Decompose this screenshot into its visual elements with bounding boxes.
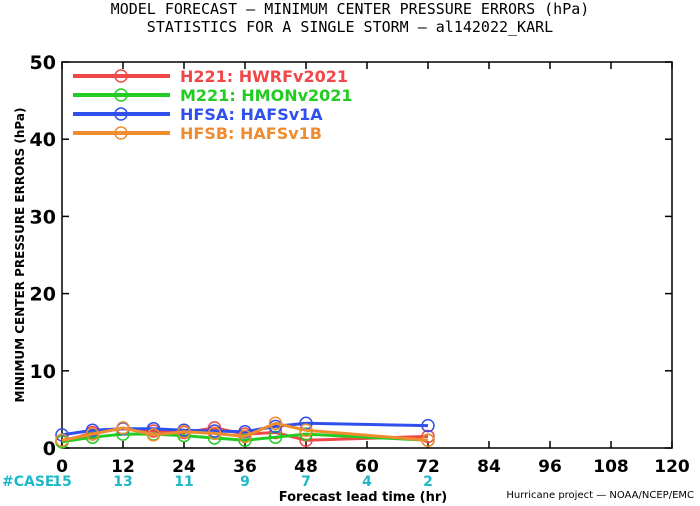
data-point-hfsa bbox=[85, 423, 100, 437]
legend-marker-m221 bbox=[114, 88, 128, 102]
x-tick-label: 96 bbox=[538, 457, 562, 477]
chart-title: MODEL FORECAST — MINIMUM CENTER PRESSURE… bbox=[110, 0, 590, 18]
plot-frame bbox=[61, 61, 673, 449]
legend-marker-hfsb bbox=[114, 126, 128, 140]
x-tick-label: 24 bbox=[172, 457, 196, 477]
x-tick-label: 84 bbox=[477, 457, 501, 477]
y-tick-label: 50 bbox=[30, 52, 56, 74]
data-point-hfsb bbox=[55, 433, 69, 448]
case-count: 15 bbox=[52, 474, 71, 490]
case-count: 11 bbox=[174, 474, 193, 490]
data-point-hfsa bbox=[55, 428, 69, 442]
y-tick-label: 40 bbox=[30, 129, 56, 151]
x-tick-label: 12 bbox=[111, 457, 135, 477]
x-tick-label: 36 bbox=[233, 457, 257, 477]
footer-credit: Hurricane project — NOAA/NCEP/EMC bbox=[506, 490, 694, 501]
y-axis-label: MINIMUM CENTER PRESSURE ERRORS (hPa) bbox=[13, 108, 27, 403]
y-tick-label: 20 bbox=[30, 284, 56, 306]
case-count: 7 bbox=[301, 474, 311, 490]
chart-subtitle: STATISTICS FOR A SINGLE STORM — al142022… bbox=[146, 18, 554, 36]
legend-label-h221: H221: HWRFv2021 bbox=[180, 67, 348, 86]
case-count: 13 bbox=[113, 474, 132, 490]
case-count: 2 bbox=[423, 474, 433, 490]
y-tick-label: 30 bbox=[30, 206, 56, 228]
data-point-hfsb bbox=[299, 423, 313, 437]
x-tick-label: 120 bbox=[654, 457, 690, 477]
legend-label-hfsa: HFSA: HAFSv1A bbox=[180, 105, 323, 124]
case-count: 4 bbox=[362, 474, 372, 490]
data-point-hfsb bbox=[421, 433, 435, 448]
y-tick-label: 10 bbox=[30, 361, 56, 383]
data-point-hfsb bbox=[238, 429, 252, 444]
data-point-hfsb bbox=[207, 426, 222, 441]
x-tick-label: 0 bbox=[56, 457, 68, 477]
series-line-m221 bbox=[61, 432, 429, 444]
data-point-h221 bbox=[421, 429, 435, 444]
x-axis-label: Forecast lead time (hr) bbox=[279, 490, 447, 505]
series-line-hfsa bbox=[61, 421, 429, 437]
series-line-hfsb bbox=[61, 421, 429, 442]
data-point-hfsb bbox=[268, 416, 283, 431]
legend-marker-h221 bbox=[114, 69, 128, 83]
data-point-hfsb bbox=[85, 427, 100, 441]
x-tick-label: 60 bbox=[355, 457, 379, 477]
data-point-m221 bbox=[299, 427, 313, 441]
x-tick-label: 48 bbox=[294, 457, 318, 477]
legend-label-hfsb: HFSB: HAFSv1B bbox=[180, 124, 322, 143]
y-tick-label: 0 bbox=[43, 438, 56, 460]
data-point-hfsb bbox=[177, 425, 191, 439]
case-count: 9 bbox=[240, 474, 250, 490]
case-label: #CASE bbox=[2, 474, 55, 490]
x-tick-label: 72 bbox=[416, 457, 440, 477]
x-tick-label: 108 bbox=[593, 457, 629, 477]
data-point-hfsb bbox=[146, 428, 161, 442]
data-point-m221 bbox=[238, 433, 252, 448]
legend-marker-hfsa bbox=[114, 107, 128, 121]
legend-label-m221: M221: HMONv2021 bbox=[180, 86, 353, 105]
data-point-m221 bbox=[268, 430, 283, 444]
data-point-hfsa bbox=[421, 418, 435, 433]
data-point-hfsb bbox=[116, 421, 130, 435]
